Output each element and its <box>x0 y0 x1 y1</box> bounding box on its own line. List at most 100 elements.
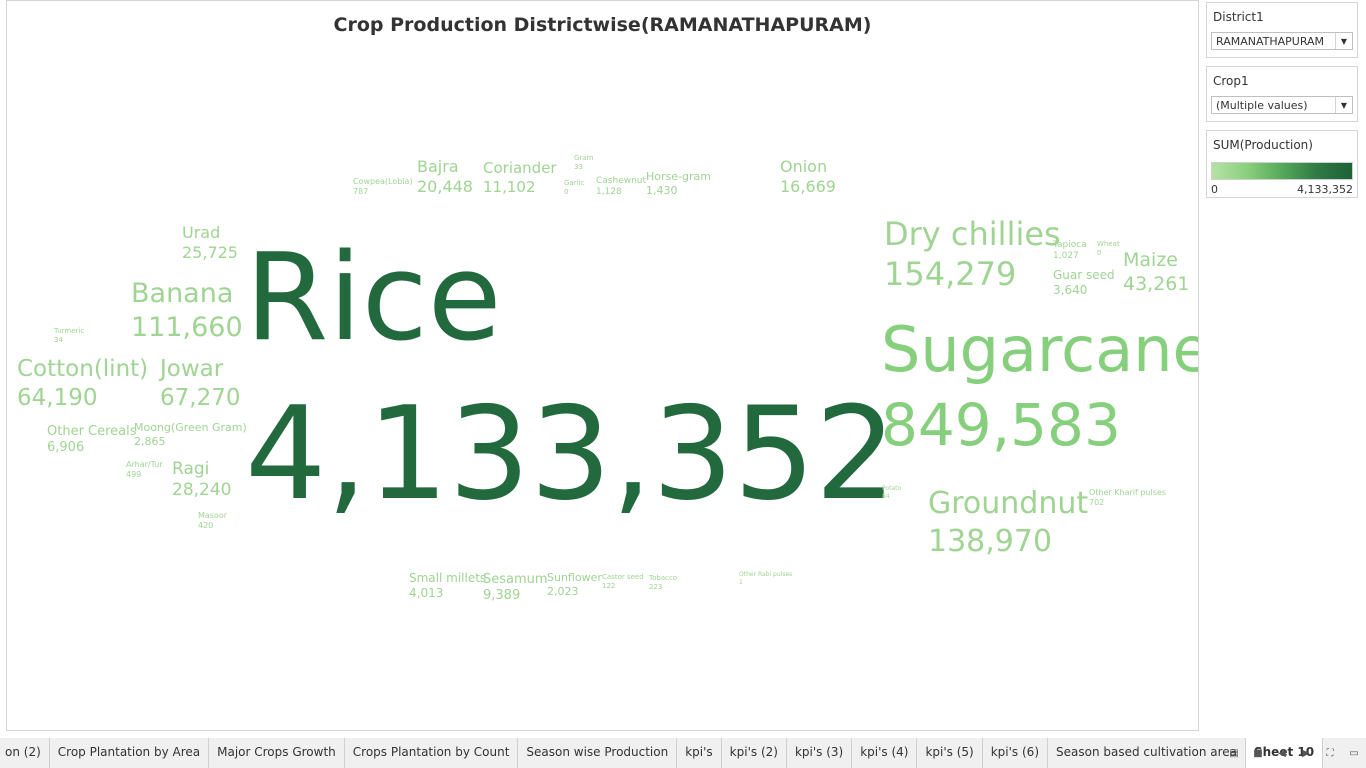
sheet-tab[interactable]: Sheet 10 <box>1246 738 1324 768</box>
next-sheet-icon[interactable]: ▶ <box>1302 747 1310 759</box>
word-cloud-item-name: Cotton(lint) <box>17 356 149 382</box>
district-dropdown-value: RAMANATHAPURAM <box>1216 35 1325 48</box>
word-cloud-item-name: Other Rabi pulses <box>739 571 793 578</box>
word-cloud-item-value: 849,583 <box>881 391 1121 459</box>
previous-sheet-icon[interactable]: ◀ <box>1278 747 1286 759</box>
word-cloud-item-name: Urad <box>182 223 221 242</box>
word-cloud-item[interactable]: Bajra 20,448 <box>417 159 473 195</box>
word-cloud-item[interactable]: Small millets 4,013 <box>409 572 486 599</box>
word-cloud-item-value: 1,430 <box>646 184 678 197</box>
sheet-tab[interactable]: on (2) <box>0 738 50 768</box>
word-cloud-item-name: Small millets <box>409 571 487 585</box>
word-cloud-item-value: 16,669 <box>780 177 836 196</box>
word-cloud-item-value: 4,133,352 <box>245 380 897 529</box>
word-cloud-item-value: 4,013 <box>409 586 444 600</box>
word-cloud-item-value: 122 <box>602 582 616 590</box>
word-cloud-item[interactable]: Dry chillies 154,279 <box>884 218 1061 290</box>
word-cloud-item[interactable]: Arhar/Tur 499 <box>126 461 163 479</box>
crop-dropdown[interactable]: (Multiple values) ▼ <box>1211 96 1353 114</box>
district-dropdown[interactable]: RAMANATHAPURAM ▼ <box>1211 32 1353 50</box>
word-cloud-item[interactable]: Moong(Green Gram) 2,865 <box>134 422 247 447</box>
word-cloud-item-value: 154,279 <box>884 255 1017 293</box>
word-cloud-item-name: Sesamum <box>483 572 548 587</box>
word-cloud-item[interactable]: Cashewnut 1,128 <box>596 177 646 197</box>
word-cloud-item-name: Moong(Green Gram) <box>134 421 247 434</box>
word-cloud-item[interactable]: Other Kharif pulses 702 <box>1089 489 1166 507</box>
word-cloud-item[interactable]: Sugarcane 849,583 <box>881 313 1199 459</box>
word-cloud-item-name: Jowar <box>160 356 224 382</box>
sheet-tab[interactable]: kpi's (3) <box>786 738 853 768</box>
word-cloud-item[interactable]: Coriander 11,102 <box>483 161 557 195</box>
word-cloud-item[interactable]: Tapioca 1,027 <box>1053 241 1087 261</box>
word-cloud-item[interactable]: Potato 84 <box>882 486 901 500</box>
sheet-tab-bar: on (2) Crop Plantation by Area Major Crops… <box>0 738 1366 768</box>
sheet-tab[interactable]: kpi's (5) <box>917 738 983 768</box>
word-cloud-item-name: Masoor <box>198 511 228 520</box>
district-filter: District1 RAMANATHAPURAM ▼ <box>1206 2 1358 58</box>
word-cloud-item[interactable]: Ragi 28,240 <box>172 461 231 499</box>
show-filmstrip-icon[interactable]: ▤ <box>1229 747 1239 759</box>
chevron-down-icon[interactable]: ▼ <box>1335 97 1352 113</box>
word-cloud-item[interactable]: Horse-gram 1,430 <box>646 171 711 196</box>
word-cloud-item[interactable]: Cowpea(Lobia) 787 <box>353 178 413 196</box>
word-cloud-item[interactable]: Onion 16,669 <box>780 159 836 195</box>
word-cloud-item-name: Tapioca <box>1053 240 1087 250</box>
word-cloud-item[interactable]: Sesamum 9,389 <box>483 573 548 602</box>
word-cloud-item-name: Other Kharif pulses <box>1089 488 1166 497</box>
word-cloud-item-value: 20,448 <box>417 177 473 196</box>
word-cloud-item[interactable]: Tobacco 223 <box>649 575 677 591</box>
show-sheet-sorter-icon[interactable]: ■ <box>1253 747 1263 759</box>
word-cloud-item[interactable]: Groundnut 138,970 <box>928 489 1088 557</box>
word-cloud-item-name: Coriander <box>483 159 557 177</box>
word-cloud-item[interactable]: Cotton(lint) 64,190 <box>17 358 148 410</box>
word-cloud-item-value: 25,725 <box>182 243 238 262</box>
sheet-tabs: on (2) Crop Plantation by Area Major Crops… <box>0 738 1324 768</box>
fullscreen-icon[interactable]: ⛶ <box>1326 747 1334 759</box>
chevron-down-icon[interactable]: ▼ <box>1335 33 1352 49</box>
word-cloud-item[interactable]: Gram 33 <box>574 155 593 171</box>
word-cloud-item-value: 28,240 <box>172 480 232 500</box>
word-cloud-item[interactable]: Maize 43,261 <box>1123 251 1189 294</box>
word-cloud-item[interactable]: Other Cereals 6,906 <box>47 425 137 454</box>
presentation-mode-icon[interactable]: ▭ <box>1349 747 1359 759</box>
word-cloud-item-name: Dry chillies <box>884 215 1061 253</box>
word-cloud-item[interactable]: Garlic 0 <box>564 180 584 196</box>
legend-title: SUM(Production) <box>1213 138 1313 152</box>
sheet-tab[interactable]: Season based cultivation area <box>1048 738 1246 768</box>
word-cloud-item-name: Rice <box>245 229 502 368</box>
sheet-tab[interactable]: kpi's (4) <box>852 738 918 768</box>
word-cloud-item-value: 43,261 <box>1123 273 1190 295</box>
sheet-tab[interactable]: Crop Plantation by Area <box>49 738 210 768</box>
word-cloud-item[interactable]: Urad 25,725 <box>182 225 238 261</box>
sheet-tab[interactable]: kpi's (6) <box>982 738 1048 768</box>
word-cloud-item[interactable]: Jowar 67,270 <box>160 358 240 410</box>
word-cloud-item[interactable]: Banana 111,660 <box>131 280 243 341</box>
word-cloud-item[interactable]: Wheat 0 <box>1097 241 1120 257</box>
sheet-tab[interactable]: Crops Plantation by Count <box>344 738 519 768</box>
word-cloud-item[interactable]: Sunflower 2,023 <box>547 572 602 597</box>
word-cloud-item-name: Castor seed <box>602 573 644 581</box>
word-cloud-item-value: 64,190 <box>17 385 98 411</box>
word-cloud-item-value: 67,270 <box>160 385 241 411</box>
word-cloud-item-name: Wheat <box>1097 240 1120 248</box>
sheet-tab[interactable]: Season wise Production <box>518 738 678 768</box>
legend-max-label: 4,133,352 <box>1297 183 1353 196</box>
sheet-tab[interactable]: Major Crops Growth <box>209 738 345 768</box>
word-cloud-item-name: Turmeric <box>54 327 85 335</box>
crop-filter-label: Crop1 <box>1213 74 1249 88</box>
word-cloud-item-value: 702 <box>1089 498 1105 507</box>
page-title: Crop Production Districtwise(RAMANATHAPU… <box>333 14 872 36</box>
word-cloud-item-name: Tobacco <box>649 574 678 582</box>
word-cloud-item[interactable]: Masoor 420 <box>198 512 227 530</box>
sheet-tab[interactable]: kpi's <box>677 738 722 768</box>
word-cloud-item[interactable]: Other Rabi pulses 1 <box>739 572 792 586</box>
word-cloud-item-name: Ragi <box>172 459 210 479</box>
word-cloud-item[interactable]: Rice 4,133,352 <box>245 239 896 519</box>
sheet-tab[interactable]: kpi's (2) <box>721 738 787 768</box>
word-cloud-item[interactable]: Guar seed 3,640 <box>1053 269 1115 296</box>
word-cloud-item[interactable]: Turmeric 34 <box>54 328 84 344</box>
word-cloud-item-value: 1 <box>739 579 743 586</box>
word-cloud-item[interactable]: Castor seed 122 <box>602 574 644 590</box>
word-cloud-item-name: Sugarcane <box>881 313 1199 386</box>
legend-color-ramp <box>1211 162 1353 180</box>
